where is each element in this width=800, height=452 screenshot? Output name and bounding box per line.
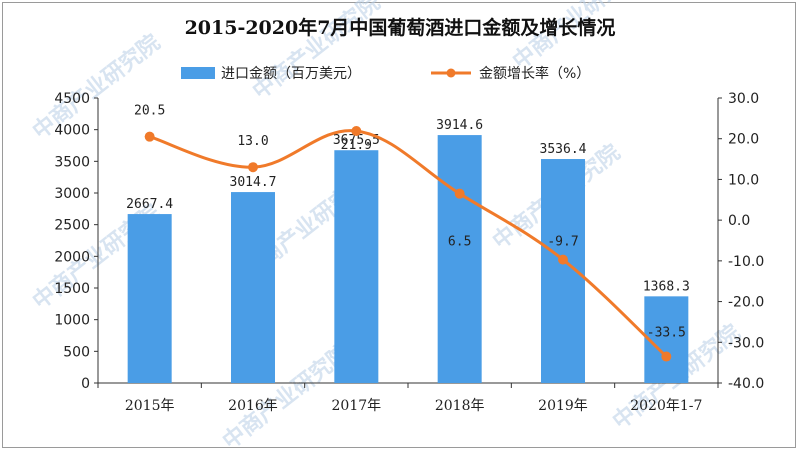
growth-rate-point <box>248 162 258 173</box>
bar <box>437 135 482 383</box>
chart-title: 2015-2020年7月中国葡萄酒进口金额及增长情况 <box>185 16 616 39</box>
bar-value-label: 3014.7 <box>230 175 277 190</box>
growth-rate-label: 13.0 <box>237 134 268 149</box>
y-right-tick-label: -30.0 <box>728 335 764 351</box>
bar-value-label: 3914.6 <box>436 118 483 133</box>
legend: 进口金额（百万美元） 金额增长率（%） <box>181 65 590 82</box>
bar <box>644 296 689 383</box>
growth-rate-point <box>558 254 568 265</box>
bar-value-label: 2667.4 <box>126 197 173 212</box>
x-tick-label: 2019年 <box>538 398 588 414</box>
y-right-tick-label: -40.0 <box>728 376 764 392</box>
legend-swatch-import-amount <box>181 67 215 79</box>
y-left-ticks: 0 500 1000 1500 2000 2500 3000 3500 4000 4500 <box>54 91 98 392</box>
legend-label-import-amount: 进口金额（百万美元） <box>221 66 361 82</box>
watermark-text: 中商产业研究院 <box>248 0 385 105</box>
chart-frame <box>2 2 796 448</box>
growth-rate-label: -33.5 <box>647 326 686 341</box>
y-left-tick-label: 3000 <box>54 186 90 202</box>
legend-marker-growth-rate <box>446 68 456 78</box>
x-ticks: 2015年 2016年 2017年 2018年 2019年 2020年1-7 <box>97 383 719 414</box>
bar <box>127 214 172 383</box>
y-left-tick-label: 500 <box>63 344 90 360</box>
bar <box>334 150 379 383</box>
legend-label-growth-rate: 金额增长率（%） <box>479 65 590 82</box>
y-right-tick-label: 30.0 <box>728 91 759 107</box>
y-left-tick-label: 1500 <box>54 281 90 297</box>
bar-value-label: 3675.5 <box>333 133 380 148</box>
growth-rate-point <box>144 131 155 142</box>
growth-rate-label: 21.9 <box>341 138 372 153</box>
x-tick-label: 2015年 <box>125 398 175 414</box>
y-right-tick-label: -20.0 <box>728 295 764 311</box>
bar-labels: 2667.4 3014.7 3675.5 3914.6 3536.4 1368.3 <box>126 118 690 294</box>
y-right-tick-label: 20.0 <box>728 132 759 148</box>
y-right-tick-label: 10.0 <box>728 172 759 188</box>
growth-rate-line <box>149 129 668 358</box>
x-tick-label: 2020年1-7 <box>630 398 702 414</box>
y-left-tick-label: 0 <box>81 376 90 392</box>
y-left-tick-label: 4500 <box>54 91 90 107</box>
y-left-tick-label: 2000 <box>54 249 90 265</box>
y-right-tick-label: -10.0 <box>728 254 764 270</box>
growth-rate-point <box>351 125 362 136</box>
growth-rate-label: 6.5 <box>448 235 471 250</box>
line-series <box>144 125 672 362</box>
x-tick-label: 2016年 <box>228 398 278 414</box>
y-left-tick-label: 1000 <box>54 313 90 329</box>
bar <box>231 192 275 383</box>
y-left-tick-label: 4000 <box>54 123 90 139</box>
growth-rate-label: -9.7 <box>547 235 578 250</box>
growth-rate-point <box>661 351 672 362</box>
line-labels: 20.5 13.0 21.9 6.5 -9.7 -33.5 <box>134 104 686 341</box>
bar-value-label: 1368.3 <box>643 279 690 294</box>
y-left-tick-label: 2500 <box>54 218 90 234</box>
y-right-ticks: 30.0 20.0 10.0 0.0 -10.0 -20.0 -30.0 -40.0 <box>718 91 764 392</box>
axes <box>97 98 719 384</box>
growth-rate-label: 20.5 <box>134 104 165 119</box>
y-right-tick-label: 0.0 <box>728 213 750 229</box>
bar-value-label: 3536.4 <box>540 142 587 157</box>
y-left-tick-label: 3500 <box>54 154 90 170</box>
watermark-text: 中商产业研究院 <box>28 29 165 144</box>
x-tick-label: 2017年 <box>332 398 382 414</box>
growth-rate-point <box>454 188 465 199</box>
x-tick-label: 2018年 <box>435 398 485 414</box>
